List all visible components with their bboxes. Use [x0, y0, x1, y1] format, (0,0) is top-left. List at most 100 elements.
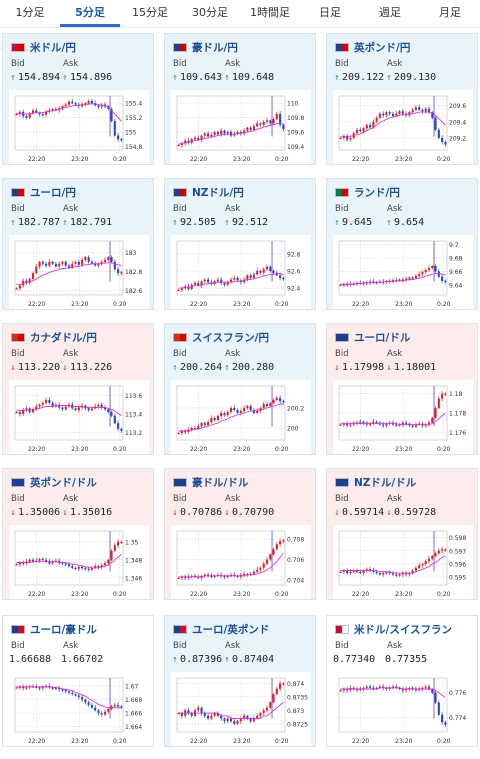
pair-link[interactable]: ユーロ/ドル [335, 330, 410, 344]
candle [339, 137, 342, 140]
plot-frame [338, 530, 448, 586]
candle [67, 691, 71, 693]
candle [424, 424, 427, 426]
candle [41, 558, 44, 561]
chart-svg: 183 182.8 182.6 22:20 23:20 0:20 [14, 240, 142, 308]
price-chart[interactable]: 92.8 92.6 92.4 22:20 23:20 0:20 [171, 235, 311, 309]
tab-timeframe[interactable]: 1分足 [15, 6, 45, 19]
candle [77, 695, 80, 697]
arrow-up-icon: ↑ [334, 72, 340, 83]
candle [77, 407, 80, 411]
candle [41, 402, 44, 405]
chart-svg: 0.874 0.8735 0.873 0.8725 22:20 23:20 0:20 [176, 677, 308, 745]
price-chart[interactable]: 110 109.8 109.6 109.4 22:20 23:20 0:20 [171, 90, 311, 164]
candle [391, 686, 395, 688]
candle [213, 132, 216, 135]
candle [25, 408, 28, 411]
pair-link[interactable]: 豪ドル/円 [173, 40, 238, 54]
tab-timeframe[interactable]: 5分足 [60, 0, 120, 27]
tab-timeframe[interactable]: 1時間足 [250, 6, 290, 19]
plot-frame [14, 530, 124, 586]
bid-value: 1.66688 [9, 654, 52, 665]
flag-icon [11, 332, 25, 342]
price-chart[interactable]: 209.6 209.4 209.2 22:20 23:20 0:20 [333, 90, 473, 164]
pair-link[interactable]: ユーロ/円 [11, 185, 76, 199]
chart-svg: 92.8 92.6 92.4 22:20 23:20 0:20 [176, 240, 301, 308]
price-chart[interactable]: 1.35 1.348 1.346 22:20 23:20 0:20 [9, 525, 149, 599]
candle [74, 567, 77, 570]
candle [272, 400, 275, 403]
candle [87, 408, 90, 411]
candle [262, 269, 265, 273]
ask-value: 1.18001 [394, 362, 437, 373]
price-chart[interactable]: 0.874 0.8735 0.873 0.8725 22:20 23:20 0:20 [171, 672, 311, 746]
candle [272, 549, 275, 555]
pair-link[interactable]: 英ポンド/ドル [11, 475, 97, 489]
price-chart[interactable]: 9.7 9.68 9.66 9.64 22:20 23:20 0:20 [333, 235, 473, 309]
candle [282, 277, 285, 280]
plot-frame [176, 385, 286, 441]
tab-timeframe[interactable]: 日足 [319, 6, 341, 19]
pair-link[interactable]: NZドル/ドル [335, 475, 416, 489]
tab-timeframe[interactable]: 週足 [379, 6, 401, 19]
y-tick-label: 0.595 [449, 575, 466, 582]
tab-timeframe[interactable]: 月足 [439, 6, 461, 19]
price-chart[interactable]: 0.776 0.774 22:20 23:20 0:20 [333, 672, 473, 746]
ask-label: Ask [63, 204, 79, 214]
price-chart[interactable]: 0.598 0.597 0.596 0.595 22:20 23:20 0:20 [333, 525, 473, 599]
candle [385, 687, 388, 690]
candle [18, 686, 21, 688]
pair-link[interactable]: 米ドル/スイスフラン [335, 622, 452, 636]
candle [236, 575, 239, 578]
pair-link[interactable]: ユーロ/英ポンド [173, 622, 269, 636]
price-chart[interactable]: 113.6 113.4 113.2 22:20 23:20 0:20 [9, 380, 149, 454]
pair-link[interactable]: 豪ドル/ドル [173, 475, 248, 489]
candle [395, 686, 398, 688]
candle [223, 718, 226, 722]
ask-value: 92.512 [232, 217, 269, 228]
moving-average-line [340, 555, 446, 574]
candle [431, 112, 434, 118]
moving-average-line [178, 273, 284, 289]
tab-timeframe[interactable]: 15分足 [132, 6, 168, 19]
rate-card: NZドル/円 Bid ↑ 92.505 Ask ↑ 92.512 92.8 92.6 92.4 22… [164, 178, 316, 310]
candle [184, 431, 187, 433]
candle [48, 261, 51, 266]
price-chart[interactable]: 1.67 1.668 1.666 1.664 22:20 23:20 0:20 [9, 672, 149, 746]
candle [275, 688, 278, 695]
candle [31, 559, 35, 562]
x-tick-label: 23:20 [71, 156, 88, 163]
candle [239, 718, 242, 722]
ask-value: 0.70790 [232, 507, 275, 518]
price-chart[interactable]: 0.708 0.706 0.704 22:20 23:20 0:20 [171, 525, 311, 599]
candle [421, 109, 424, 112]
plot-frame [176, 677, 286, 733]
candle [256, 569, 259, 572]
candle [418, 689, 421, 691]
candle [113, 545, 116, 551]
pair-link[interactable]: ランド/円 [335, 185, 400, 199]
tab-timeframe[interactable]: 30分足 [192, 6, 228, 19]
price-chart[interactable]: 1.18 1.178 1.176 22:20 23:20 0:20 [333, 380, 473, 454]
candle [282, 683, 285, 685]
ask-value: 0.77355 [385, 654, 428, 665]
pair-link[interactable]: 米ドル/円 [11, 40, 76, 54]
price-chart[interactable]: 200.2 200 22:20 23:20 0:20 [171, 380, 311, 454]
pair-link[interactable]: カナダドル/円 [11, 330, 97, 344]
ask-label: Ask [387, 349, 403, 359]
candle [35, 110, 38, 113]
price-chart[interactable]: 183 182.8 182.6 22:20 23:20 0:20 [9, 235, 149, 309]
timeframe-tabs: 1分足 5分足 15分足 30分足 1時間足 日足 週足 月足 [0, 0, 480, 28]
pair-link[interactable]: 英ポンド/円 [335, 40, 410, 54]
flag-icon [335, 624, 349, 634]
y-tick-label: 113.2 [125, 430, 142, 437]
candle [431, 556, 434, 559]
pair-link[interactable]: スイスフラン/円 [173, 330, 269, 344]
ask-value: 154.896 [70, 72, 113, 83]
ask-price: 0.77355 [385, 654, 427, 665]
pair-link[interactable]: NZドル/円 [173, 185, 244, 199]
pair-link[interactable]: ユーロ/豪ドル [11, 622, 97, 636]
candle [110, 412, 113, 416]
x-tick-label: 22:20 [28, 738, 45, 745]
price-chart[interactable]: 155.4 155.2 155 154.8 22:20 23:20 0:20 [9, 90, 149, 164]
